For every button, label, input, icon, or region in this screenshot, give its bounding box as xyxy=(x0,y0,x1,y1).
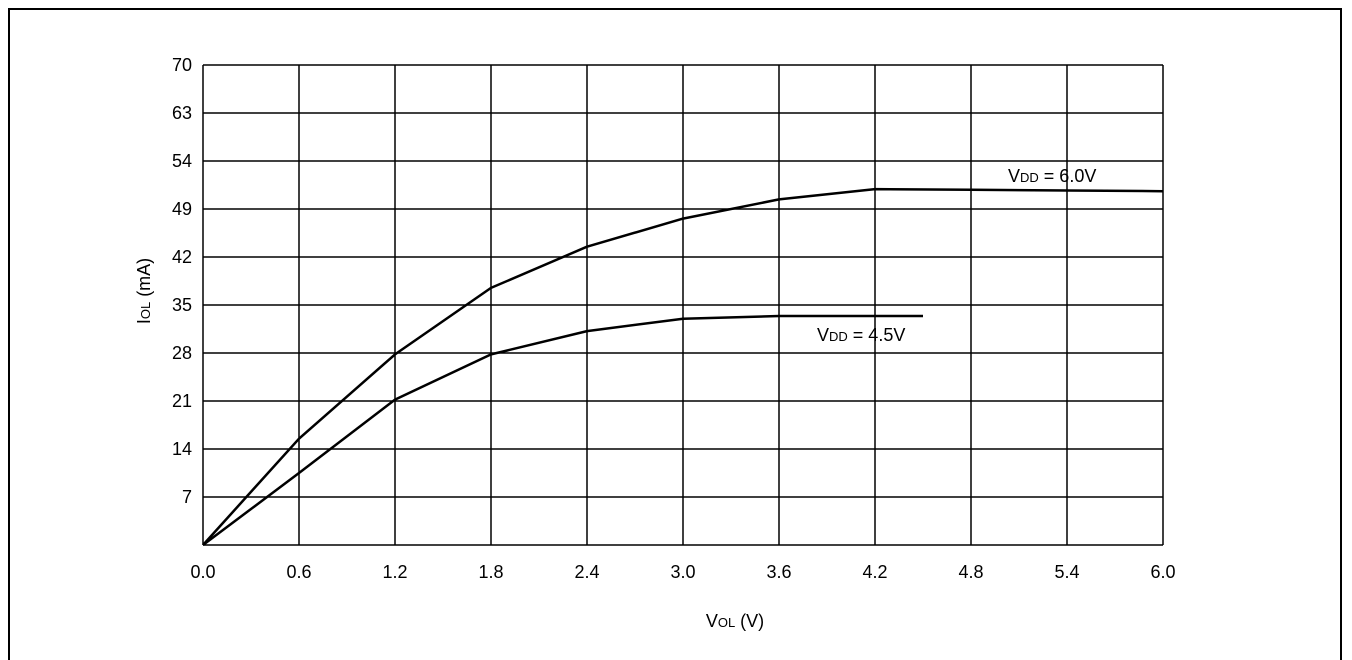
x-tick-label: 0.0 xyxy=(190,562,215,582)
chart-frame xyxy=(8,8,1342,660)
y-tick-label: 54 xyxy=(172,151,192,171)
y-tick-label: 70 xyxy=(172,55,192,75)
y-tick-label: 28 xyxy=(172,343,192,363)
x-tick-label: 0.6 xyxy=(286,562,311,582)
grid xyxy=(202,64,1164,546)
series-label-vdd-6v-main: V xyxy=(1008,166,1020,186)
series-label-vdd-6v: VDD = 6.0V xyxy=(1008,166,1096,186)
series-line-1 xyxy=(202,187,1164,546)
x-tick-label: 4.8 xyxy=(958,562,983,582)
y-tick-label: 21 xyxy=(172,391,192,411)
series-label-vdd-4-5v-rest: = 4.5V xyxy=(848,325,906,345)
y-tick-label: 7 xyxy=(182,487,192,507)
y-axis-label-unit: (mA) xyxy=(134,258,154,302)
y-axis-label-main: I xyxy=(134,319,154,324)
series-label-vdd-6v-rest: = 6.0V xyxy=(1039,166,1097,186)
series-lines xyxy=(202,187,1164,546)
x-axis-label: VOL (V) xyxy=(706,611,764,631)
x-axis-label-sub: OL xyxy=(718,615,735,630)
y-tick-label: 63 xyxy=(172,103,192,123)
x-tick-label: 4.2 xyxy=(862,562,887,582)
y-tick-label: 42 xyxy=(172,247,192,267)
x-tick-label: 1.2 xyxy=(382,562,407,582)
x-tick-label: 5.4 xyxy=(1054,562,1079,582)
series-label-vdd-6v-sub: DD xyxy=(1020,170,1039,185)
series-label-vdd-4-5v-sub: DD xyxy=(829,329,848,344)
y-axis-label-sub: OL xyxy=(138,302,153,319)
x-tick-label: 2.4 xyxy=(574,562,599,582)
y-tick-label: 49 xyxy=(172,199,192,219)
y-tick-labels: 7 14 21 28 35 42 49 54 63 70 xyxy=(172,55,192,507)
y-tick-label: 14 xyxy=(172,439,192,459)
x-axis-label-main: V xyxy=(706,611,718,631)
series-line-2 xyxy=(202,314,923,546)
x-axis-label-unit: (V) xyxy=(735,611,764,631)
series-label-vdd-4-5v-main: V xyxy=(817,325,829,345)
y-axis-label: IOL (mA) xyxy=(134,258,154,324)
series-label-vdd-4-5v: VDD = 4.5V xyxy=(817,325,905,345)
x-tick-label: 3.6 xyxy=(766,562,791,582)
x-tick-label: 6.0 xyxy=(1150,562,1175,582)
x-tick-label: 3.0 xyxy=(670,562,695,582)
x-tick-label: 1.8 xyxy=(478,562,503,582)
x-tick-labels: 0.0 0.6 1.2 1.8 2.4 3.0 3.6 4.2 4.8 5.4 6.0 xyxy=(190,562,1175,582)
y-tick-label: 35 xyxy=(172,295,192,315)
